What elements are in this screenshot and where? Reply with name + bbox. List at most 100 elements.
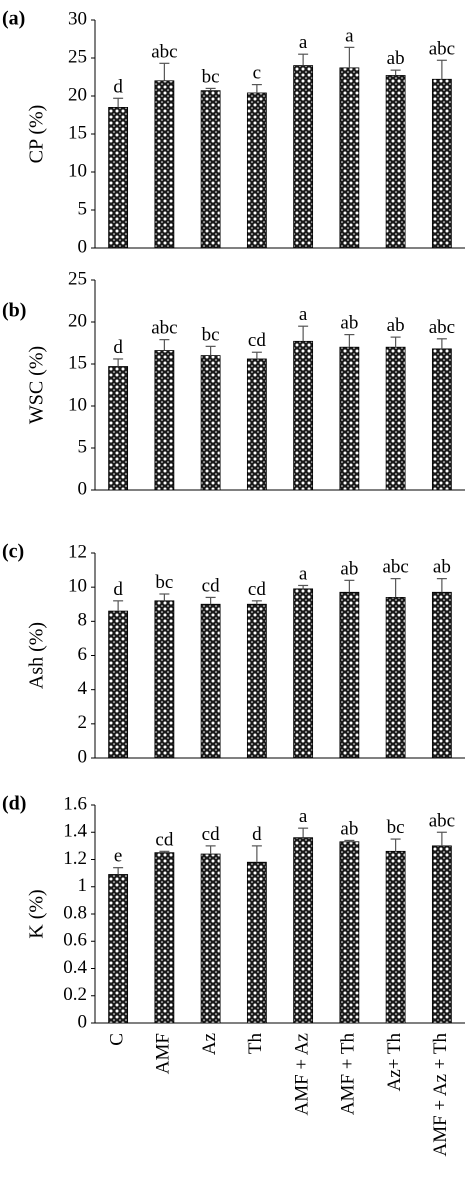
bar <box>154 852 175 1024</box>
bar <box>339 346 360 491</box>
bar <box>293 837 314 1024</box>
significance-label: ab <box>387 48 405 69</box>
bar <box>246 861 267 1024</box>
significance-label: bc <box>202 324 220 345</box>
y-tick-label: 10 <box>68 160 87 181</box>
y-tick-label: 20 <box>68 310 87 331</box>
significance-label: d <box>113 337 123 358</box>
significance-label: a <box>299 806 308 827</box>
significance-label: cd <box>155 829 173 850</box>
significance-label: a <box>345 25 354 46</box>
significance-label: bc <box>202 66 220 87</box>
y-tick-label: 1 <box>78 875 88 896</box>
significance-label: ab <box>340 313 358 334</box>
bar <box>108 366 129 491</box>
significance-label: d <box>252 824 262 845</box>
bar <box>108 107 129 249</box>
significance-label: abc <box>151 41 177 62</box>
bar <box>246 358 267 491</box>
significance-label: a <box>299 563 308 584</box>
x-tick-label: AMF + Az <box>291 1033 312 1116</box>
significance-label: e <box>114 846 122 867</box>
y-tick-label: 10 <box>68 576 87 597</box>
bar <box>339 841 360 1024</box>
y-tick-label: 0.2 <box>63 984 87 1005</box>
y-axis-label: Ash (%) <box>26 622 48 689</box>
bar <box>154 350 175 491</box>
bar <box>246 603 267 759</box>
panel-label: (a) <box>2 8 25 30</box>
y-tick-label: 8 <box>78 610 88 631</box>
panel-label: (c) <box>2 541 24 563</box>
bar <box>108 874 129 1024</box>
x-tick-label: AMF + Az + Th <box>430 1033 451 1157</box>
y-tick-label: 2 <box>78 712 88 733</box>
significance-label: cd <box>248 330 266 351</box>
bar <box>431 348 452 491</box>
significance-label: cd <box>248 579 266 600</box>
bar <box>431 78 452 249</box>
chart-panel-2: (b) 0 5 10 15 20 25 WSC (%) d abc bc cd a ab ab abc <box>2 268 465 499</box>
y-tick-label: 0 <box>78 746 88 767</box>
bar <box>385 346 406 491</box>
bar <box>108 610 129 759</box>
x-tick-label: AMF <box>153 1033 174 1074</box>
x-tick-label: Az <box>199 1033 220 1055</box>
bar <box>431 845 452 1024</box>
bar <box>293 588 314 759</box>
significance-label: abc <box>429 317 455 338</box>
bar <box>200 603 221 759</box>
significance-label: cd <box>202 575 220 596</box>
bar <box>385 75 406 249</box>
y-tick-label: 15 <box>68 352 87 373</box>
significance-label: ab <box>433 557 451 578</box>
y-tick-label: 15 <box>68 122 87 143</box>
y-axis-label: WSC (%) <box>26 346 48 424</box>
significance-label: ab <box>340 558 358 579</box>
y-tick-label: 1.6 <box>63 793 87 814</box>
y-tick-label: 1.4 <box>63 821 87 842</box>
y-axis-label: K (%) <box>26 889 48 938</box>
panel-label: (d) <box>2 793 26 815</box>
x-tick-label: Th <box>245 1033 266 1055</box>
x-tick-label: C <box>106 1033 127 1046</box>
significance-label: c <box>253 63 261 84</box>
y-tick-label: 6 <box>78 644 88 665</box>
y-tick-label: 0.4 <box>63 957 87 978</box>
x-tick-label: AMF + Th <box>338 1033 359 1116</box>
bar <box>339 591 360 759</box>
bar <box>339 67 360 249</box>
y-tick-label: 20 <box>68 84 87 105</box>
chart-panel-1: (a) 0 5 10 15 20 25 30 CP (%) d abc bc c a a ab abc <box>2 8 465 257</box>
y-tick-label: 0.6 <box>63 930 87 951</box>
y-tick-label: 5 <box>78 198 88 219</box>
bar <box>385 850 406 1024</box>
significance-label: abc <box>429 38 455 59</box>
y-tick-label: 12 <box>68 541 87 562</box>
bar <box>246 92 267 249</box>
significance-label: bc <box>387 817 405 838</box>
x-tick-label: Az+ Th <box>384 1033 405 1092</box>
y-tick-label: 0 <box>78 478 88 499</box>
y-tick-label: 4 <box>78 678 88 699</box>
bar <box>200 853 221 1024</box>
y-tick-label: 0 <box>78 1011 88 1032</box>
bar <box>385 597 406 759</box>
significance-label: ab <box>387 315 405 336</box>
significance-label: ab <box>340 818 358 839</box>
y-tick-label: 1.2 <box>63 848 87 869</box>
bar <box>200 355 221 491</box>
y-tick-label: 5 <box>78 436 88 457</box>
significance-label: abc <box>151 318 177 339</box>
bar <box>154 600 175 759</box>
chart-panel-4: (d) 0 0.2 0.4 0.6 0.8 1 1.2 1.4 1.6 K (%) e cd cd d a ab… <box>2 793 465 1157</box>
significance-label: bc <box>155 572 173 593</box>
y-tick-label: 25 <box>68 268 87 289</box>
panel-label: (b) <box>2 300 26 322</box>
y-tick-label: 0.8 <box>63 902 87 923</box>
significance-label: abc <box>382 557 408 578</box>
significance-label: a <box>299 304 308 325</box>
significance-label: cd <box>202 824 220 845</box>
